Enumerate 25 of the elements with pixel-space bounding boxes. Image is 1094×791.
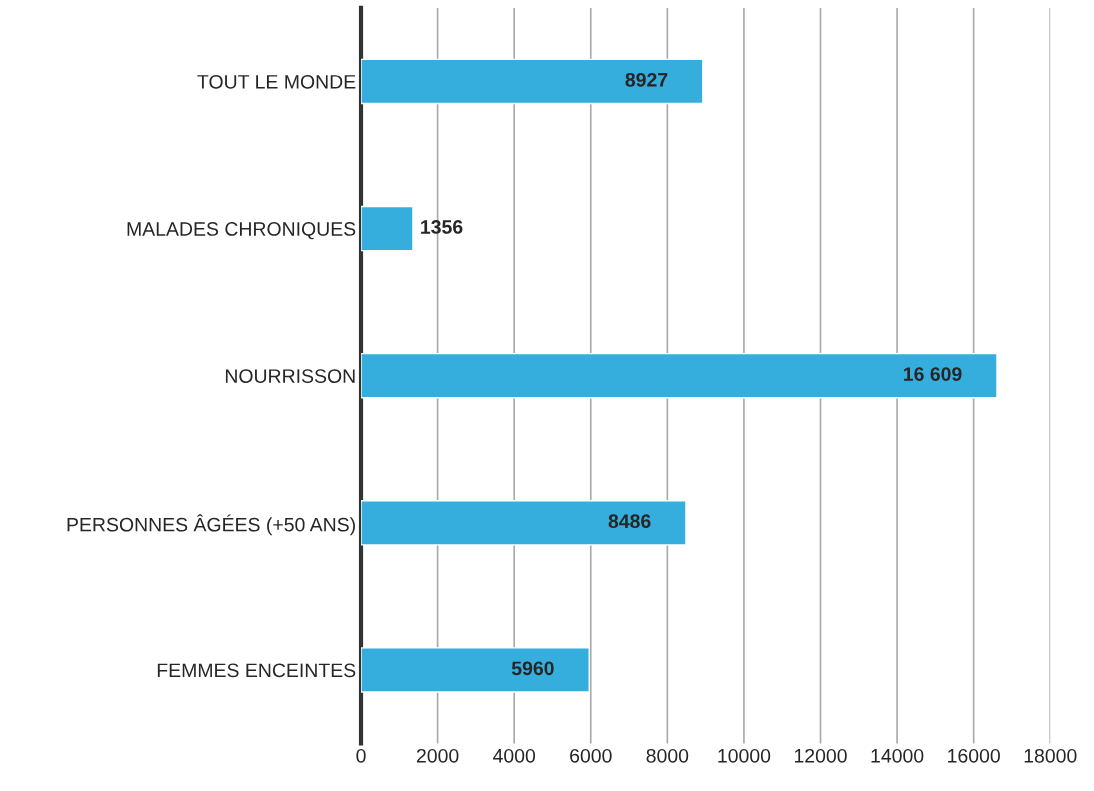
x-tick-label: 18000 [1024, 748, 1077, 763]
y-tick-label: TOUT LE MONDE [197, 74, 356, 89]
data-label: 16 609 [904, 367, 962, 381]
x-tick-label: 2000 [416, 748, 459, 763]
y-tick-label: MALADES CHRONIQUES [127, 222, 356, 240]
bar [361, 352, 998, 399]
x-tick-label: 4000 [493, 748, 536, 763]
bar [361, 58, 704, 105]
y-tick-label: PERSONNES ÂGÉES (+50 ANS) [67, 514, 355, 536]
x-tick-label: 6000 [570, 748, 612, 763]
data-label: 5960 [511, 661, 554, 676]
y-tick-label: FEMMES ENCEINTES [157, 663, 356, 678]
x-tick-label: 0 [356, 748, 366, 763]
x-tick-label: 8000 [646, 748, 689, 763]
x-tick-label: 14000 [871, 748, 924, 763]
y-tick-label: NOURRISSON [225, 369, 355, 383]
bar [361, 647, 590, 693]
data-label: 1356 [421, 220, 463, 234]
bar [361, 205, 414, 252]
x-tick-label: 10000 [718, 748, 771, 763]
x-tick-label: 12000 [794, 748, 847, 763]
data-label: 8486 [608, 514, 651, 529]
bar [361, 500, 687, 546]
x-tick-label: 16000 [948, 748, 1000, 763]
data-label: 8927 [625, 72, 668, 87]
